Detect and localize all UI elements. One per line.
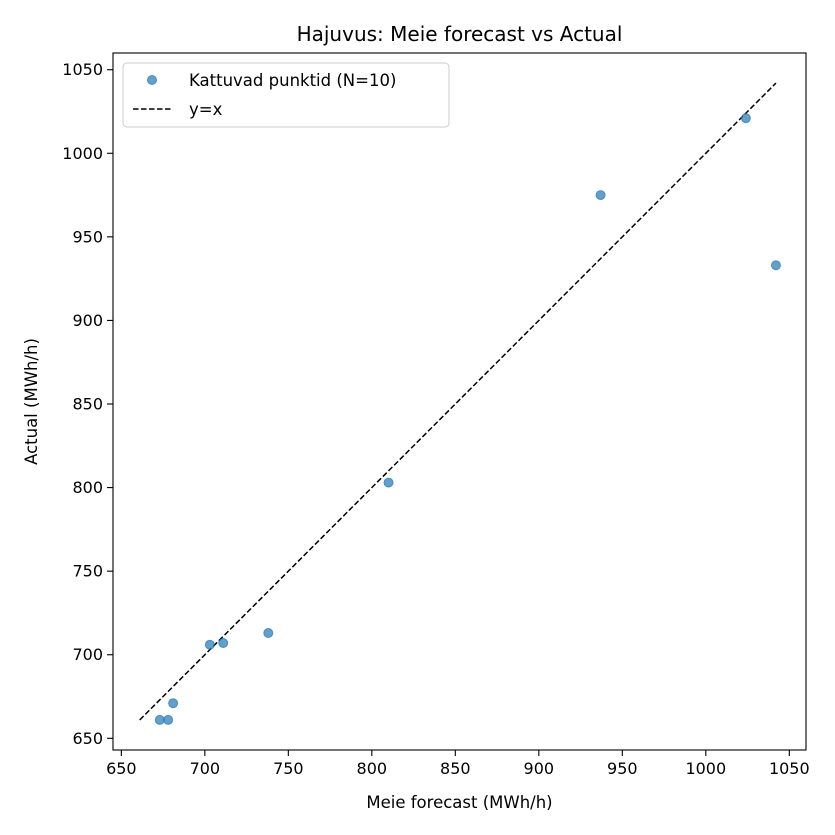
scatter-point [740, 113, 751, 124]
legend: Kattuvad punktid (N=10) y=x [122, 62, 450, 128]
scatter-point [383, 477, 394, 488]
x-axis-label: Meie forecast (MWh/h) [366, 793, 552, 812]
scatter-point [154, 714, 165, 725]
x-tick-label: 750 [273, 759, 304, 778]
scatter-point [770, 260, 781, 271]
y-axis: 650 700 750 800 850 900 950 1000 1050 [62, 60, 113, 748]
scatter-point [163, 714, 174, 725]
scatter-point [204, 639, 215, 650]
x-axis: 650 700 750 800 850 900 950 1000 1050 [106, 750, 810, 778]
scatter-point [218, 638, 229, 649]
scatter-point [168, 698, 179, 709]
y-tick-label: 1000 [62, 144, 103, 163]
x-tick-label: 900 [524, 759, 555, 778]
y-tick-label: 850 [72, 395, 103, 414]
y-tick-label: 1050 [62, 60, 103, 79]
legend-label-line: y=x [189, 100, 223, 119]
y-tick-label: 750 [72, 562, 103, 581]
y-tick-label: 950 [72, 227, 103, 246]
reference-line-y-equals-x [139, 82, 777, 721]
legend-label-scatter: Kattuvad punktid (N=10) [189, 71, 396, 90]
x-tick-label: 800 [357, 759, 388, 778]
reference-line-layer [139, 82, 777, 721]
legend-box [122, 62, 450, 128]
points-layer [154, 113, 781, 725]
x-tick-label: 1000 [685, 759, 726, 778]
x-tick-label: 1050 [769, 759, 810, 778]
legend-scatter-marker [147, 75, 157, 85]
plot-area [112, 52, 807, 751]
chart-title: Hajuvus: Meie forecast vs Actual [297, 22, 623, 46]
x-tick-label: 950 [607, 759, 638, 778]
scatter-point [263, 627, 274, 638]
y-tick-label: 800 [72, 478, 103, 497]
x-tick-label: 700 [190, 759, 221, 778]
x-tick-label: 650 [106, 759, 137, 778]
x-tick-label: 850 [440, 759, 471, 778]
y-tick-label: 650 [72, 729, 103, 748]
y-tick-label: 700 [72, 645, 103, 664]
scatter-point [595, 190, 606, 201]
y-axis-label: Actual (MWh/h) [22, 338, 41, 465]
y-tick-label: 900 [72, 311, 103, 330]
plot-frame [112, 52, 807, 751]
